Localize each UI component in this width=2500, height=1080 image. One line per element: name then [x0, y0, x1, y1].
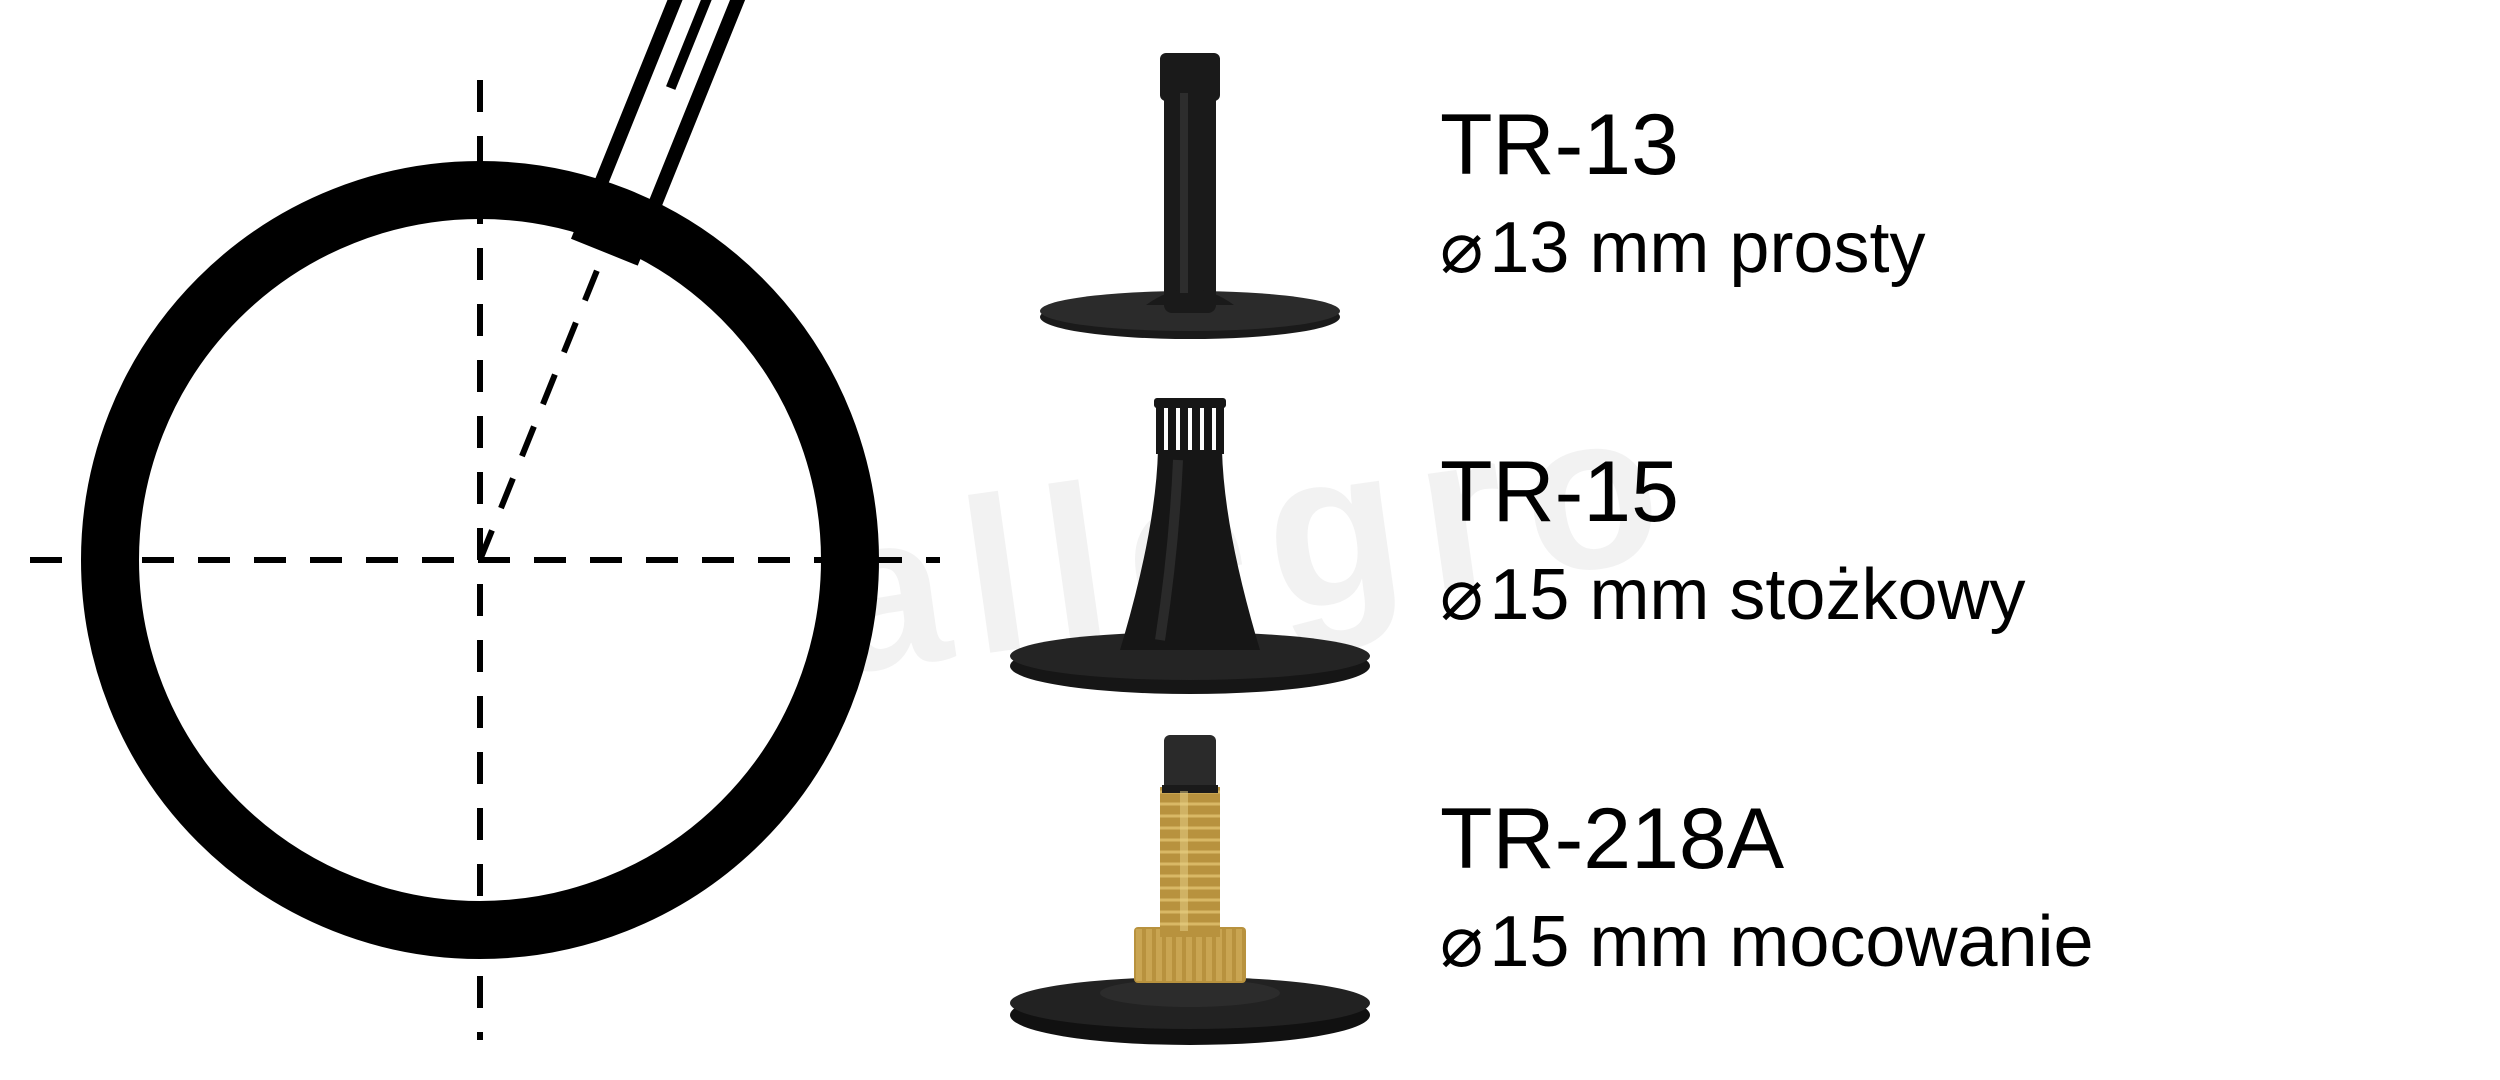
valve-dim-tr13: 13 mm prosty: [1489, 212, 1925, 284]
valve-subtitle-tr13: ⌀13 mm prosty: [1440, 212, 1925, 284]
diameter-icon: ⌀: [1440, 212, 1483, 284]
valve-title-tr218a: TR-218A: [1440, 796, 2094, 882]
valve-item-tr218a: TR-218A ⌀15 mm mocowanie: [1000, 717, 2460, 1057]
diameter-icon: ⌀: [1440, 906, 1483, 978]
valve-illustration-tr15: [1000, 370, 1380, 710]
diameter-icon: ⌀: [1440, 559, 1483, 631]
main-container: TR-13 ⌀13 mm prosty TR-15 ⌀15 mm stożkow…: [0, 0, 2500, 1080]
valve-title-tr13: TR-13: [1440, 102, 1925, 188]
valve-subtitle-tr218a: ⌀15 mm mocowanie: [1440, 906, 2094, 978]
tube-cross-section-diagram: [0, 0, 1000, 1080]
valve-title-tr15: TR-15: [1440, 449, 2026, 535]
valve-labels-tr13: TR-13 ⌀13 mm prosty: [1440, 102, 1925, 284]
valve-illustration-tr218a: [1000, 717, 1380, 1057]
valve-subtitle-tr15: ⌀15 mm stożkowy: [1440, 559, 2026, 631]
valve-labels-tr218a: TR-218A ⌀15 mm mocowanie: [1440, 796, 2094, 978]
valve-dim-tr218a: 15 mm mocowanie: [1489, 906, 2093, 978]
valve-item-tr13: TR-13 ⌀13 mm prosty: [1000, 23, 2460, 363]
right-valve-list: TR-13 ⌀13 mm prosty TR-15 ⌀15 mm stożkow…: [1000, 0, 2500, 1080]
left-diagram-panel: [0, 0, 1000, 1080]
valve-dim-tr15: 15 mm stożkowy: [1489, 559, 2025, 631]
valve-item-tr15: TR-15 ⌀15 mm stożkowy: [1000, 370, 2460, 710]
valve-illustration-tr13: [1000, 23, 1380, 363]
valve-labels-tr15: TR-15 ⌀15 mm stożkowy: [1440, 449, 2026, 631]
